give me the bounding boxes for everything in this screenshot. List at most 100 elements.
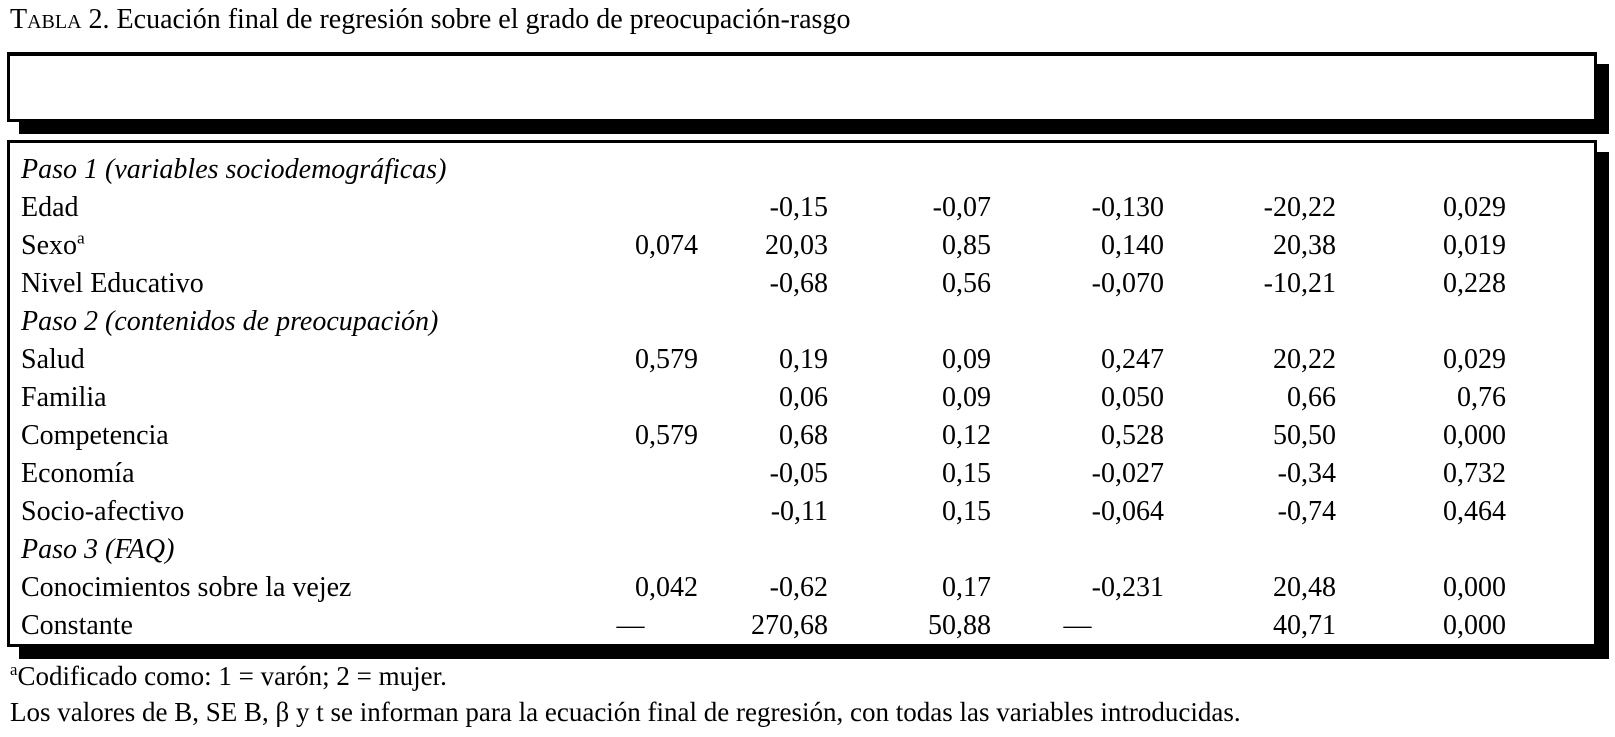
row-label: Familia [21, 379, 563, 417]
row-label: Constante [21, 607, 563, 645]
row-label: Salud [21, 341, 563, 379]
row-value [1164, 531, 1336, 569]
table-row: Salud 0,579 0,19 0,09 0,247 20,22 0,029 [21, 341, 1506, 379]
row-value: — [1063, 610, 1092, 641]
row-label-text: Socio-afectivo [21, 496, 185, 527]
row-value: 0,050 [1101, 382, 1164, 413]
row-label-text: Constante [21, 610, 133, 641]
row-value: -0,68 [769, 268, 828, 299]
table-section-row: Paso 1 (variables sociodemográficas) [21, 151, 1506, 189]
footnotes: aCodificado como: 1 = varón; 2 = mujer. … [10, 658, 1241, 730]
row-value: -0,05 [769, 458, 828, 489]
row-label-text: Salud [21, 344, 85, 375]
row-label: Sexoa [21, 227, 563, 265]
row-value [563, 189, 698, 227]
table-section-row: Paso 2 (contenidos de preocupación) [21, 303, 1506, 341]
row-value: -0,070 [1091, 268, 1164, 299]
row-label-text: Economía [21, 458, 135, 489]
row-value [563, 379, 698, 417]
row-value: 0,85 [942, 230, 991, 261]
row-label: Economía [21, 455, 563, 493]
row-label: Paso 2 (contenidos de preocupación) [21, 303, 563, 341]
row-value: 0,140 [1101, 230, 1164, 261]
table-caption-text: 2. Ecuación final de regresión sobre el … [81, 4, 851, 35]
row-value: 0,06 [779, 382, 828, 413]
row-value [1164, 151, 1336, 189]
row-label-text: Sexo [21, 230, 77, 261]
row-value: 50,50 [1273, 420, 1336, 451]
row-label-text: Paso 1 (variables sociodemográficas) [21, 154, 447, 185]
row-value [563, 265, 698, 303]
row-label-text: Edad [21, 192, 79, 223]
table-row: Constante — 270,68 50,88 — 40,71 0,000 [21, 607, 1506, 645]
row-label-text: Competencia [21, 420, 169, 451]
table-row: Competencia 0,579 0,68 0,12 0,528 50,50 0,000 [21, 417, 1506, 455]
row-label: Paso 3 (FAQ) [21, 531, 563, 569]
row-value: 0,09 [942, 344, 991, 375]
row-label-text: Familia [21, 382, 107, 413]
row-value: 0,464 [1443, 496, 1506, 527]
footnote-coding-sup: a [10, 660, 18, 679]
row-value: -0,15 [769, 192, 828, 223]
row-label: Conocimientos sobre la vejez [21, 569, 563, 607]
row-value [563, 531, 698, 569]
row-label: Socio-afectivo [21, 493, 563, 531]
row-value: -10,21 [1263, 268, 1336, 299]
table-section-row: Paso 3 (FAQ) [21, 531, 1506, 569]
row-value: -0,064 [1091, 496, 1164, 527]
table-row: Sexoa 0,074 20,03 0,85 0,140 20,38 0,019 [21, 227, 1506, 265]
row-label: Paso 1 (variables sociodemográficas) [21, 151, 563, 189]
row-value: 20,48 [1273, 572, 1336, 603]
row-label-text: Paso 2 (contenidos de preocupación) [21, 306, 439, 337]
table-row: Nivel Educativo -0,68 0,56 -0,070 -10,21 0,22… [21, 265, 1506, 303]
row-value: -0,027 [1091, 458, 1164, 489]
row-value: -20,22 [1263, 192, 1336, 223]
row-label-text: Nivel Educativo [21, 268, 204, 299]
row-value [563, 455, 698, 493]
row-value [991, 151, 1164, 189]
row-value: 0,66 [1287, 382, 1336, 413]
table-row: Conocimientos sobre la vejez 0,042 -0,62 0,… [21, 569, 1506, 607]
table-row: Edad -0,15 -0,07 -0,130 -20,22 0,029 [21, 189, 1506, 227]
row-value: -0,07 [932, 192, 991, 223]
row-value: 50,88 [928, 610, 991, 641]
row-value: 0,09 [942, 382, 991, 413]
row-value: 0,042 [635, 572, 698, 603]
row-value [1336, 531, 1506, 569]
table-row: Economía -0,05 0,15 -0,027 -0,34 0,732 [21, 455, 1506, 493]
row-value: 0,76 [1457, 382, 1506, 413]
row-value [991, 531, 1164, 569]
row-value: 0,12 [942, 420, 991, 451]
table-header-box [7, 52, 1597, 122]
footnote-coding-text: Codificado como: 1 = varón; 2 = mujer. [17, 661, 447, 691]
row-value: -0,34 [1277, 458, 1336, 489]
table-row: Familia 0,06 0,09 0,050 0,66 0,76 [21, 379, 1506, 417]
row-value: 0,074 [635, 230, 698, 261]
table-body-box: Paso 1 (variables sociodemográficas) Edad… [7, 140, 1597, 647]
row-value: 0,528 [1101, 420, 1164, 451]
row-value: 0,15 [942, 458, 991, 489]
table-rows-container: Paso 1 (variables sociodemográficas) Edad… [21, 151, 1506, 645]
row-value: 0,17 [942, 572, 991, 603]
row-label-text: Conocimientos sobre la vejez [21, 572, 352, 603]
row-value: -0,231 [1091, 572, 1164, 603]
row-label: Competencia [21, 417, 563, 455]
row-value: 0,000 [1443, 572, 1506, 603]
row-value [698, 151, 828, 189]
row-value [828, 531, 991, 569]
row-value [1336, 151, 1506, 189]
row-value: 0,732 [1443, 458, 1506, 489]
row-label: Edad [21, 189, 563, 227]
row-value [698, 303, 828, 341]
row-value [563, 151, 698, 189]
row-value: -0,74 [1277, 496, 1336, 527]
footnote-values: Los valores de B, SE B, β y t se informa… [10, 694, 1241, 730]
row-value: -0,11 [770, 496, 828, 527]
row-value: 0,228 [1443, 268, 1506, 299]
row-value: 270,68 [751, 610, 828, 641]
row-value: 20,03 [765, 230, 828, 261]
row-value [563, 493, 698, 531]
row-value: 0,15 [942, 496, 991, 527]
row-value: 0,000 [1443, 610, 1506, 641]
